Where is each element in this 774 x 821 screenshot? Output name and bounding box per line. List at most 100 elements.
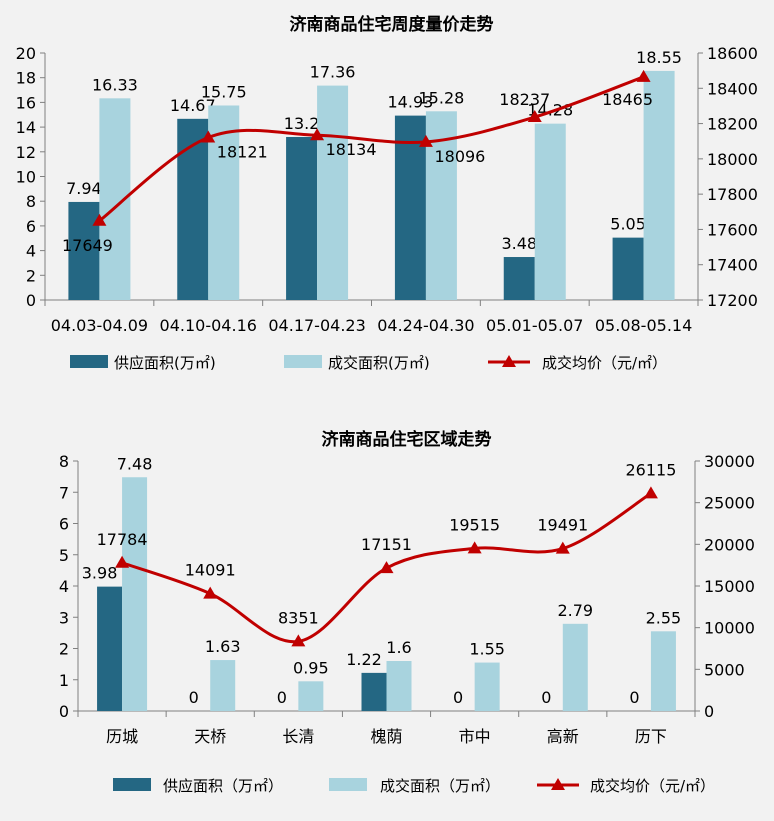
bar-deal: [122, 477, 148, 711]
x-tick-label: 04.24-04.30: [377, 316, 474, 335]
y-left-tick-label: 18: [16, 69, 36, 88]
bar-data-label: 1.22: [346, 650, 382, 669]
chart-title: 济南商品住宅区域走势: [322, 429, 492, 450]
bar-data-label: 16.33: [92, 75, 138, 94]
y-left-tick-label: 10: [16, 168, 36, 187]
bar-deal: [562, 623, 588, 711]
bar-supply: [286, 136, 318, 300]
y-right-tick-label: 20000: [704, 535, 755, 554]
y-right-tick-label: 18000: [707, 150, 758, 169]
price-data-label: 26115: [625, 460, 676, 479]
legend-swatch: [329, 778, 367, 791]
bar-data-label: 14.93: [388, 93, 434, 112]
y-right-tick-label: 25000: [704, 494, 755, 513]
bar-data-label: 17.36: [310, 63, 356, 82]
bar-data-label: 5.05: [610, 215, 646, 234]
price-data-label: 18096: [434, 147, 485, 166]
bar-data-label: 2.55: [646, 608, 682, 627]
bar-deal: [210, 660, 236, 711]
price-marker: [527, 110, 542, 123]
legend-label: 成交均价（元/㎡）: [590, 777, 715, 795]
y-left-tick-label: 1: [59, 671, 69, 690]
y-right-tick-label: 17400: [707, 256, 758, 275]
bar-deal: [474, 662, 500, 711]
x-tick-label: 高新: [547, 727, 579, 746]
bar-data-label: 1.55: [469, 640, 505, 659]
x-tick-label: 市中: [459, 727, 491, 746]
price-line: [98, 75, 645, 222]
chart-1: 济南商品住宅周度量价走势 0 2 4 6 8 10 12 14 16 18 20 17200 17400 1…: [16, 14, 758, 372]
bar-data-label: 7.94: [66, 179, 102, 198]
y-right-tick-label: 10000: [704, 619, 755, 638]
bar-data-label: 15.28: [419, 88, 465, 107]
bar-data-label: 0: [629, 688, 639, 707]
y-left-tick-label: 5: [59, 546, 69, 565]
y-left-tick-label: 12: [16, 143, 36, 162]
bar-data-label: 1.6: [386, 638, 411, 657]
chart-2: 济南商品住宅区域走势 0 1 2 3 4 5 6 7 8 0 5000 10000 15000 20000 2…: [59, 429, 755, 795]
bar-data-label: 2.79: [557, 601, 593, 620]
x-tick-label: 04.03-04.09: [51, 316, 148, 335]
bar-data-label: 14.67: [170, 96, 216, 115]
y-left-tick-label: 4: [26, 242, 36, 261]
bar-deal: [534, 123, 566, 300]
x-tick-label: 历下: [635, 727, 667, 746]
price-data-label: 17649: [62, 236, 113, 255]
bar-data-label: 0: [541, 688, 551, 707]
legend-label: 成交面积(万㎡): [328, 354, 430, 372]
bar-supply: [177, 118, 209, 300]
bar-data-label: 0: [189, 688, 199, 707]
y-left-tick-label: 0: [26, 291, 36, 310]
legend-label: 供应面积(万㎡): [114, 354, 216, 372]
y-left-tick-label: 8: [26, 192, 36, 211]
bar-data-label: 3.98: [82, 564, 118, 583]
bar-data-label: 15.75: [201, 82, 247, 101]
x-tick-label: 长清: [282, 727, 314, 746]
bar-deal: [298, 681, 324, 711]
bar-data-label: 13.2: [284, 114, 320, 133]
y-right-tick-label: 0: [704, 702, 714, 721]
legend-swatch: [284, 355, 322, 368]
y-right-tick-label: 5000: [704, 660, 745, 679]
price-marker: [418, 134, 433, 147]
chart-title: 济南商品住宅周度量价走势: [290, 14, 494, 35]
bar-supply: [97, 586, 123, 711]
bar-deal: [650, 631, 676, 711]
price-marker: [203, 586, 218, 599]
y-right-tick-label: 17800: [707, 185, 758, 204]
price-marker: [643, 486, 658, 499]
y-left-tick-label: 14: [16, 118, 36, 137]
y-right-tick-label: 17600: [707, 220, 758, 239]
legend-marker: [551, 778, 565, 790]
x-tick-label: 05.08-05.14: [595, 316, 692, 335]
bar-data-label: 3.48: [501, 234, 537, 253]
price-marker: [636, 69, 651, 82]
bar-data-label: 0: [453, 688, 463, 707]
y-right-tick-label: 30000: [704, 452, 755, 471]
price-marker: [115, 555, 130, 568]
legend-label: 成交均价（元/㎡）: [542, 354, 667, 372]
y-left-tick-label: 7: [59, 483, 69, 502]
price-data-label: 19491: [537, 516, 588, 535]
bar-deal: [317, 85, 349, 300]
price-data-label: 8351: [278, 608, 319, 627]
bar-supply: [503, 257, 535, 300]
y-right-tick-label: 18400: [707, 79, 758, 98]
y-right-tick-label: 15000: [704, 577, 755, 596]
price-data-label: 18121: [217, 143, 268, 162]
x-tick-label: 天桥: [194, 727, 226, 746]
bar-data-label: 1.63: [205, 637, 241, 656]
legend-marker: [502, 355, 516, 367]
y-left-tick-label: 6: [26, 217, 36, 236]
legend-label: 成交面积（万㎡）: [380, 777, 500, 795]
legend-swatch: [113, 778, 151, 791]
price-marker: [379, 561, 394, 574]
bar-deal: [386, 661, 412, 711]
bar-data-label: 7.48: [117, 454, 153, 473]
x-tick-label: 04.10-04.16: [160, 316, 257, 335]
bar-supply: [612, 237, 644, 300]
y-left-tick-label: 0: [59, 702, 69, 721]
price-data-label: 18134: [326, 140, 377, 159]
